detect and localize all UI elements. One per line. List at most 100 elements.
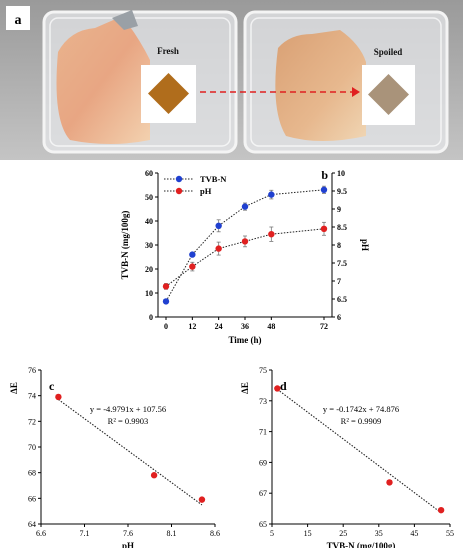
data-point [162, 283, 170, 290]
spoiled-fish-fillet [275, 30, 366, 141]
y2-tick-label: 9.5 [337, 187, 347, 196]
y-tick-label: 10 [145, 289, 153, 298]
data-point [189, 263, 196, 270]
x-tick-label: 36 [241, 322, 249, 331]
series-line-ph [165, 228, 325, 287]
y-tick-label: 0 [149, 313, 153, 322]
trendline [58, 399, 203, 506]
y-tick-label: 72 [28, 417, 36, 426]
left-container-rim [49, 17, 231, 147]
data-point [268, 191, 275, 198]
panel-c-chart: 64 66 68 70 72 74 76 6.6 7.1 7.6 8.1 8.6 pH ΔE c y = -4… [5, 360, 230, 551]
regression-equation: y = -0.1742x + 74.876 [323, 404, 399, 414]
fresh-fish-skin [112, 10, 138, 30]
panel-a-letter: a [15, 13, 22, 28]
x-axis-label: Time (h) [228, 335, 261, 345]
x-axis-label: pH [122, 541, 134, 548]
y-tick-label: 66 [28, 494, 36, 503]
fish-photo-illustration: a Fresh Spoiled [0, 0, 463, 160]
panel-letter: c [49, 379, 55, 393]
regression-equation: y = -4.9791x + 107.56 [90, 404, 166, 414]
data-point [189, 251, 196, 258]
data-point [320, 225, 328, 232]
data-point [320, 186, 328, 193]
change-arrow-head [352, 87, 360, 97]
y-axis-label: ΔE [9, 382, 19, 394]
time-course-chart: 0 10 20 30 40 50 60 6 6.5 7 7.5 8 8.5 9 9.5 10 0 12 24 36 48… [120, 168, 370, 345]
x-tick-label: 48 [267, 322, 275, 331]
fresh-label: Fresh [157, 46, 179, 56]
x-tick-label: 7.1 [80, 529, 90, 538]
r-squared: R² = 0.9909 [341, 416, 382, 426]
y-tick-label: 20 [145, 265, 153, 274]
data-point [55, 393, 62, 401]
legend-marker [175, 187, 183, 195]
panel-b-chart: 0 10 20 30 40 50 60 6 6.5 7 7.5 8 8.5 9 9.5 10 0 12 24 36 48… [100, 165, 378, 350]
data-point [215, 245, 222, 252]
legend-label: pH [200, 186, 212, 196]
panel-a-photo: a Fresh Spoiled [0, 0, 463, 160]
y2-tick-label: 6.5 [337, 295, 347, 304]
x-tick-label: 24 [215, 322, 223, 331]
legend-marker [175, 175, 183, 183]
x-tick-label: 6.6 [36, 529, 46, 538]
x-tick-label: 15 [304, 529, 312, 538]
y2-tick-label: 9 [337, 205, 341, 214]
panel-letter: d [280, 379, 287, 393]
delta-e-vs-ph-chart: 64 66 68 70 72 74 76 6.6 7.1 7.6 8.1 8.6 pH ΔE c y = -4… [9, 366, 220, 551]
y-tick-label: 69 [259, 458, 267, 467]
panel-b-letter: b [321, 168, 328, 182]
spoiled-label: Spoiled [374, 47, 403, 57]
x-tick-label: 55 [446, 529, 454, 538]
data-point [241, 203, 249, 210]
x-tick-label: 8.6 [210, 529, 220, 538]
y-axis-label: ΔE [240, 382, 250, 394]
y-tick-label: 67 [259, 489, 267, 498]
delta-e-vs-tvbn-chart: 65 67 69 71 73 75 5 15 25 35 45 55 TVB-N (mg/100g) ΔE… [240, 366, 454, 551]
x-tick-label: 72 [320, 322, 328, 331]
r-squared: R² = 0.9903 [108, 416, 149, 426]
data-point [215, 222, 222, 229]
y-tick-label: 30 [145, 241, 153, 250]
panel-d-chart: 65 67 69 71 73 75 5 15 25 35 45 55 TVB-N (mg/100g) ΔE… [238, 360, 460, 551]
y-tick-label: 60 [145, 169, 153, 178]
y2-tick-label: 7 [337, 277, 341, 286]
x-tick-label: 0 [164, 322, 168, 331]
y-tick-label: 73 [259, 397, 267, 406]
y2-tick-label: 7.5 [337, 259, 347, 268]
y-tick-label: 70 [28, 443, 36, 452]
y-axis-label: TVB-N (mg/100g) [120, 211, 130, 280]
data-point [241, 238, 249, 245]
y-tick-label: 64 [28, 520, 36, 529]
x-tick-label: 35 [375, 529, 383, 538]
y2-tick-label: 6 [337, 313, 341, 322]
y-tick-label: 75 [259, 366, 267, 375]
trendline [277, 388, 442, 514]
x-tick-label: 5 [270, 529, 274, 538]
data-point [198, 496, 206, 503]
series-line-tvb-n [165, 189, 325, 302]
y-tick-label: 40 [145, 217, 153, 226]
x-tick-label: 45 [410, 529, 418, 538]
y-tick-label: 65 [259, 520, 267, 529]
y2-tick-label: 10 [337, 169, 345, 178]
x-tick-label: 8.1 [167, 529, 177, 538]
right-container-rim [250, 17, 442, 147]
data-point [437, 506, 445, 514]
data-point [274, 385, 281, 392]
y-tick-label: 68 [28, 469, 36, 478]
y-tick-label: 50 [145, 193, 153, 202]
data-point [162, 298, 170, 305]
data-point [386, 479, 393, 486]
x-tick-label: 25 [339, 529, 347, 538]
data-point [150, 472, 158, 479]
y2-tick-label: 8.5 [337, 223, 347, 232]
x-tick-label: 12 [188, 322, 196, 331]
legend-label: TVB-N [200, 174, 227, 184]
y-tick-label: 74 [28, 392, 36, 401]
data-point [268, 231, 275, 238]
y2-tick-label: 8 [337, 241, 341, 250]
x-axis-label: TVB-N (mg/100g) [327, 541, 396, 548]
y-tick-label: 76 [28, 366, 36, 375]
y-tick-label: 71 [259, 428, 267, 437]
